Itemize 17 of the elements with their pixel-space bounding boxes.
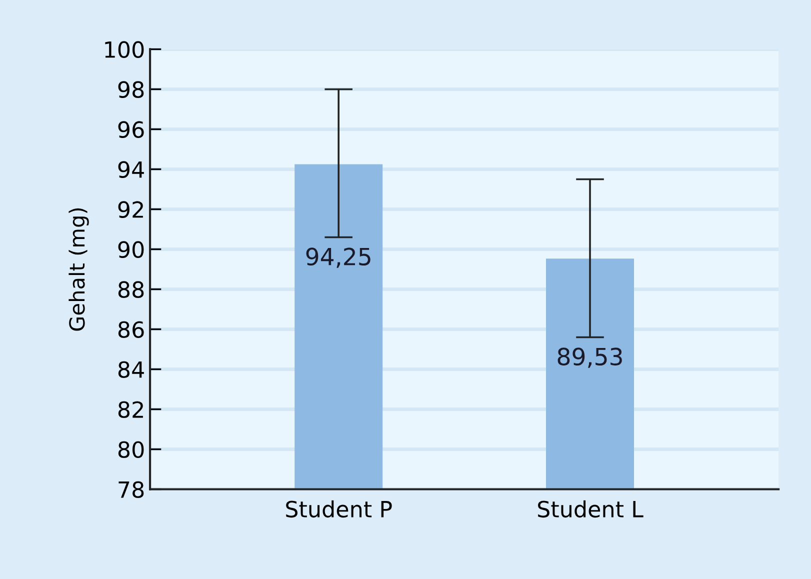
x-tick-label: Student L [538,500,644,518]
y-axis-title: Gehalt (mg) [68,208,89,331]
y-tick-label: 86 [118,321,144,338]
y-tick-label: 84 [118,361,144,378]
y-tick-label: 80 [118,441,144,458]
y-tick-label: 94 [118,161,144,178]
y-tick-label: 78 [118,481,144,498]
y-tick-label: 92 [118,201,143,218]
y-tick-label: 100 [105,41,144,58]
y-tick-label: 96 [118,121,144,138]
data-label: 89,53 [558,348,622,368]
y-tick-label: 88 [118,281,144,298]
data-label: 94,25 [306,248,370,268]
x-tick-label: Student P [286,500,392,518]
y-tick-label: 82 [118,401,143,418]
y-tick-label: 98 [118,81,144,98]
y-tick-label: 90 [118,241,144,258]
